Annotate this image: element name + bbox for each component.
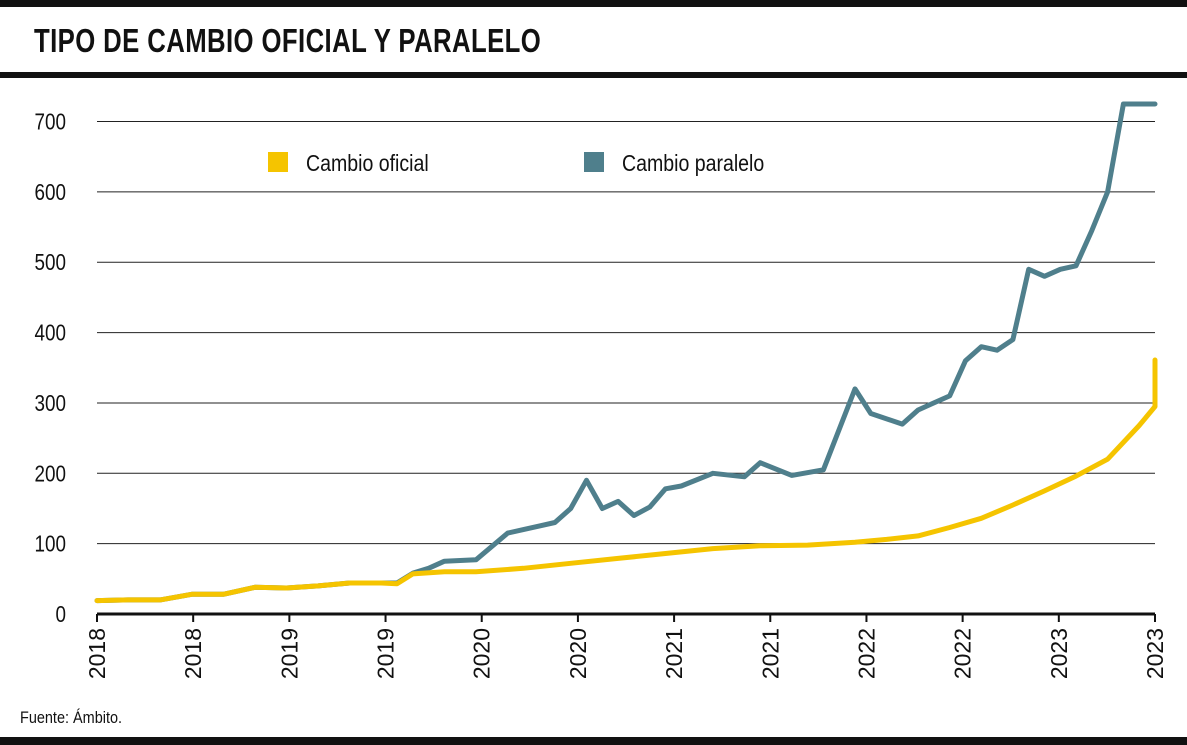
top-border xyxy=(0,0,1187,7)
legend-swatch-cambio-oficial xyxy=(268,152,288,172)
y-tick-label: 500 xyxy=(35,251,66,276)
series-line-cambio-paralelo xyxy=(94,101,1158,604)
x-tick-label: 2021 xyxy=(757,628,783,679)
title-rule xyxy=(0,72,1187,78)
legend-label-cambio-paralelo: Cambio paralelo xyxy=(622,151,764,177)
x-tick-label: 2018 xyxy=(84,628,110,679)
y-axis: 0 100 200 300 400 500 600 700 xyxy=(35,110,66,628)
series-lines xyxy=(94,101,1158,604)
source-note: Fuente: Ámbito. xyxy=(20,708,123,727)
x-tick-label: 2023 xyxy=(1142,628,1168,679)
gridlines xyxy=(97,121,1155,545)
x-tick-label: 2020 xyxy=(469,628,495,679)
x-tick-label: 2023 xyxy=(1046,628,1072,679)
x-tick-label: 2018 xyxy=(180,628,206,679)
y-tick-label: 700 xyxy=(35,110,66,135)
x-tick-label: 2020 xyxy=(565,628,591,679)
y-tick-label: 0 xyxy=(56,602,66,627)
x-tick-label: 2019 xyxy=(373,628,399,679)
y-tick-label: 400 xyxy=(35,321,66,346)
x-tick-label: 2021 xyxy=(661,628,687,679)
legend-label-cambio-oficial: Cambio oficial xyxy=(306,151,429,177)
chart-title: TIPO DE CAMBIO OFICIAL Y PARALELO xyxy=(34,22,542,59)
y-tick-label: 100 xyxy=(35,532,66,557)
x-tick-label: 2019 xyxy=(276,628,302,679)
x-tick-label: 2022 xyxy=(950,628,976,679)
x-tick-label: 2022 xyxy=(853,628,879,679)
series-line-cambio-oficial xyxy=(94,357,1158,604)
legend: Cambio oficial Cambio paralelo xyxy=(268,151,764,177)
y-tick-label: 600 xyxy=(35,180,66,205)
y-tick-label: 200 xyxy=(35,462,66,487)
y-tick-label: 300 xyxy=(35,391,66,416)
bottom-border xyxy=(0,737,1187,745)
legend-swatch-cambio-paralelo xyxy=(584,152,604,172)
x-axis: 2018 2018 2019 2019 2020 2020 2021 2021 2022 2022… xyxy=(84,612,1168,679)
